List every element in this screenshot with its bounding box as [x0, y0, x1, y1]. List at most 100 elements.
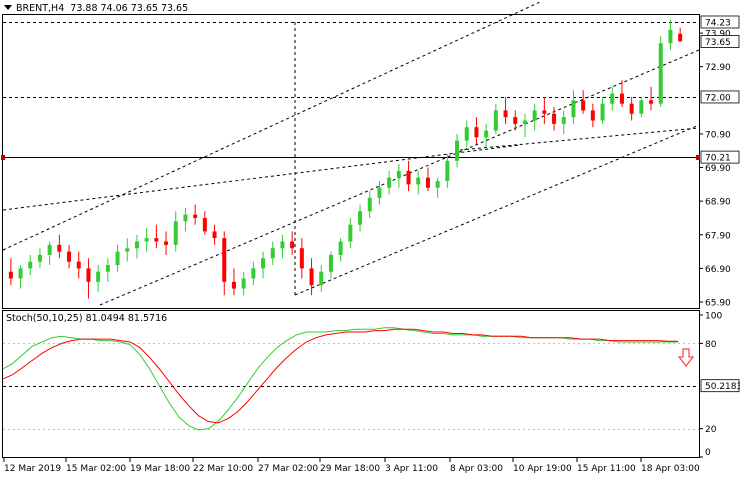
x-tick-label: 8 Apr 03:00 — [450, 464, 503, 474]
symbol-label: BRENT,H4 — [16, 3, 65, 14]
y-tick-label: 73.65 — [705, 38, 731, 48]
price-label-box — [700, 35, 740, 48]
candle — [76, 251, 81, 279]
stoch-tick-label: 0 — [705, 448, 711, 458]
candle — [299, 238, 304, 279]
candle — [231, 268, 236, 296]
candle — [581, 90, 586, 114]
stoch-lines — [2, 327, 678, 431]
stoch-series-0 — [2, 327, 678, 431]
candle — [290, 231, 295, 255]
candle — [164, 231, 169, 255]
candle — [552, 107, 557, 131]
stoch-series-1 — [2, 328, 678, 424]
stoch-levels — [3, 343, 699, 430]
candle — [445, 154, 450, 188]
candle — [183, 207, 188, 232]
stoch-label-box — [700, 379, 740, 393]
price-pane — [2, 14, 700, 309]
stoch-pane — [2, 310, 700, 458]
candle — [522, 113, 527, 138]
level-marker-right — [696, 155, 700, 160]
candle — [67, 244, 72, 269]
candle — [600, 96, 605, 124]
candle — [590, 103, 595, 128]
y-tick-label: 68.90 — [705, 198, 731, 208]
candle — [561, 110, 566, 134]
candle — [416, 170, 421, 195]
x-tick-label: 15 Apr 11:00 — [577, 464, 636, 474]
x-tick-label: 10 Apr 19:00 — [513, 464, 572, 474]
y-tick-label: 73.90 — [705, 30, 731, 40]
candle — [144, 228, 149, 252]
candle — [47, 241, 52, 266]
candle — [154, 224, 159, 249]
stoch-tick-label: 100 — [705, 312, 722, 322]
candle — [212, 224, 217, 245]
y-tick-label: 72.90 — [705, 63, 731, 73]
candle — [377, 180, 382, 205]
candle — [678, 27, 683, 42]
candle — [435, 177, 440, 198]
stoch-header: Stoch(50,10,25) 81.0494 81.5716 — [6, 313, 167, 324]
collapse-triangle-icon[interactable] — [4, 5, 12, 10]
candle — [649, 86, 654, 111]
candle — [542, 96, 547, 124]
candle — [474, 117, 479, 145]
candle — [619, 80, 624, 108]
candle — [406, 160, 411, 192]
candle — [387, 170, 392, 195]
y-tick-label: 74.23 — [705, 19, 731, 29]
candle — [270, 241, 275, 266]
candle — [261, 251, 266, 279]
time-axis: 12 Mar 2019 15 Mar 02:00 19 Mar 18:00 22 Ma… — [3, 457, 700, 474]
y-tick-label: 72.00 — [705, 93, 731, 103]
stoch-tick-label: 20 — [705, 425, 717, 435]
candle — [134, 234, 139, 259]
candle — [309, 258, 314, 296]
candle — [367, 191, 372, 218]
candle — [328, 251, 333, 279]
candle — [455, 133, 460, 168]
candle — [193, 204, 198, 225]
level-marker-left — [1, 155, 5, 160]
stoch-axis: 100 80 50.2183 20 0 — [699, 312, 740, 458]
candle — [668, 19, 673, 50]
stoch-tick-label: 50.2183 — [705, 382, 740, 392]
candle — [86, 258, 91, 299]
candle — [532, 103, 537, 131]
down-arrow-icon — [677, 348, 695, 367]
candle — [37, 248, 42, 269]
candle — [658, 36, 663, 108]
x-tick-label: 22 Mar 10:00 — [193, 464, 253, 474]
candle — [464, 120, 469, 148]
x-tick-label: 29 Mar 18:00 — [320, 464, 380, 474]
candle — [425, 167, 430, 192]
candle — [202, 211, 207, 235]
x-tick-label: 12 Mar 2019 — [4, 464, 61, 474]
candle — [629, 96, 634, 121]
candle — [173, 211, 178, 252]
x-tick-label: 18 Apr 03:00 — [641, 464, 700, 474]
candle — [513, 110, 518, 131]
chart-header: BRENT,H4 73.88 74.06 73.65 73.65 — [4, 3, 188, 14]
ohlc-readout: 73.88 74.06 73.65 73.65 — [70, 3, 189, 14]
candle — [28, 254, 33, 276]
stoch-values: 81.0494 81.5716 — [85, 313, 168, 324]
candle — [484, 123, 489, 148]
candle — [222, 231, 227, 296]
x-tick-label: 27 Mar 02:00 — [258, 464, 318, 474]
x-tick-label: 15 Mar 02:00 — [66, 464, 126, 474]
candle — [358, 204, 363, 232]
candle — [57, 234, 62, 259]
candle — [280, 234, 285, 259]
y-tick-label: 70.21 — [705, 154, 731, 164]
candle — [241, 271, 246, 296]
candles-group — [8, 19, 683, 299]
candle — [115, 244, 120, 272]
candle — [610, 86, 615, 111]
candle — [319, 265, 324, 292]
candle — [105, 258, 110, 282]
